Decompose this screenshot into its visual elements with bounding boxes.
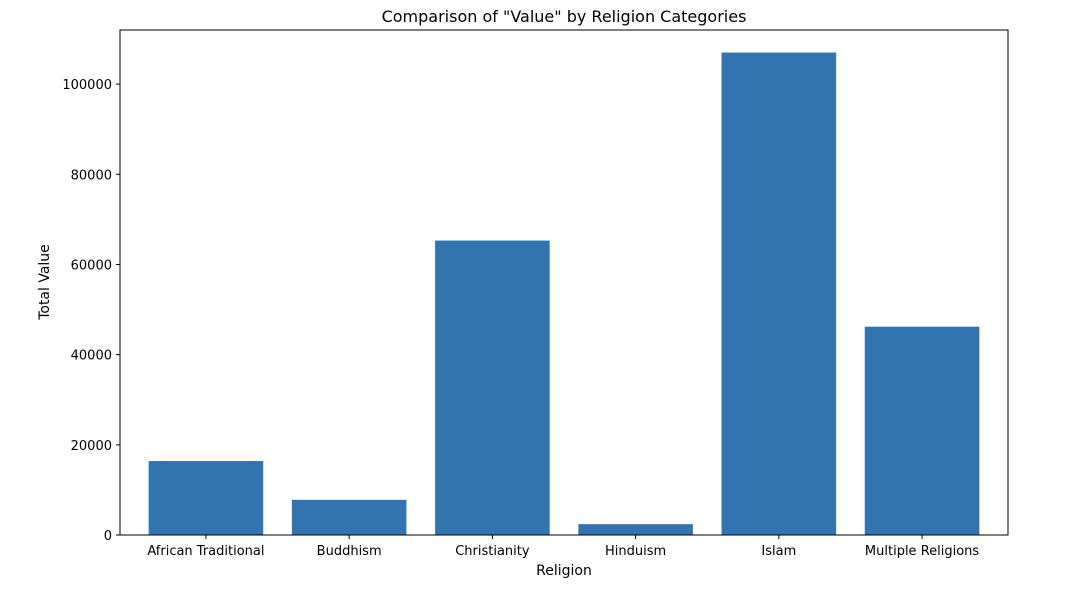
bars-group [148, 52, 980, 535]
y-axis-label: Total Value [37, 244, 53, 321]
y-tick-label: 0 [104, 529, 112, 544]
x-axis: African Traditional Buddhism Christianity H… [147, 535, 979, 559]
y-tick-label: 60000 [71, 258, 112, 273]
y-tick-label: 100000 [62, 78, 112, 93]
x-axis-label: Religion [536, 563, 592, 579]
y-tick-label: 20000 [71, 439, 112, 454]
x-tick-label: Buddhism [317, 544, 382, 559]
bar-hinduism [578, 524, 693, 535]
x-tick-label: Christianity [455, 544, 530, 559]
y-axis: 0 20000 40000 60000 80000 100000 [62, 78, 120, 544]
bar-multiple-religions [864, 326, 980, 535]
chart-title: Comparison of "Value" by Religion Catego… [382, 7, 747, 26]
x-tick-label: Hinduism [605, 544, 666, 559]
bar-african-traditional [148, 461, 264, 535]
x-tick-label: Islam [761, 544, 796, 559]
plot-frame [119, 29, 1009, 536]
y-tick-label: 40000 [71, 349, 112, 364]
bar-buddhism [291, 499, 407, 535]
x-tick-label: African Traditional [147, 544, 264, 559]
y-tick-label: 80000 [71, 168, 112, 183]
x-tick-label: Multiple Religions [865, 544, 979, 559]
bar-christianity [435, 240, 550, 535]
bar-islam [721, 52, 837, 535]
